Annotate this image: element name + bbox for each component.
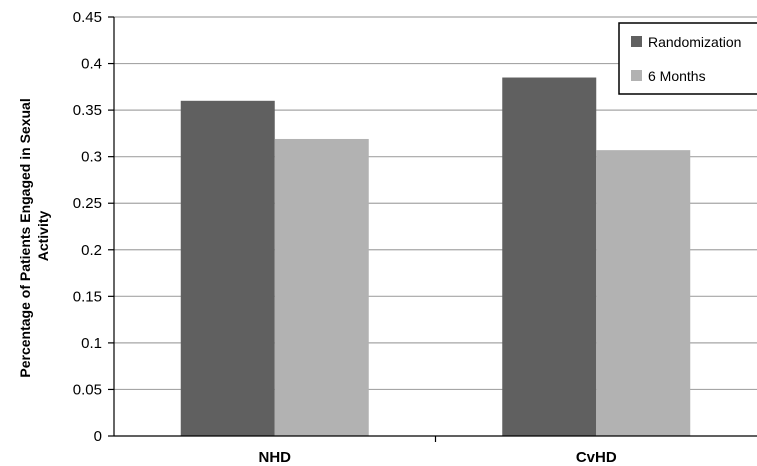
legend: Randomization 6 Months [618, 22, 757, 95]
legend-swatch [631, 36, 642, 47]
y-axis-title-line-1: Percentage of Patients Engaged in Sexual [17, 98, 33, 377]
legend-label: Randomization [648, 34, 741, 50]
x-category-label: NHD [259, 449, 292, 466]
x-category-label: CvHD [576, 449, 617, 466]
y-tick-label: 0.15 [73, 288, 102, 305]
y-tick-label: 0.2 [81, 242, 102, 259]
x-category-labels: NHD CvHD [259, 436, 617, 466]
bar-cvhd-6-months [596, 150, 691, 436]
bar-cvhd-randomization [502, 77, 597, 437]
y-axis-title-line-2: Activity [35, 211, 51, 262]
y-tick-label: 0 [94, 428, 102, 445]
bar-nhd-6-months [274, 138, 369, 436]
y-axis-title: Percentage of Patients Engaged in Sexual… [17, 94, 51, 377]
bar-nhd-randomization [180, 100, 275, 437]
bars [180, 77, 691, 437]
y-tick-labels: 0 0.05 0.1 0.15 0.2 0.25 0.3 0.35 0.4 0.45 [73, 9, 114, 445]
y-tick-label: 0.45 [73, 9, 102, 26]
y-tick-label: 0.25 [73, 195, 102, 212]
legend-swatch [631, 70, 642, 81]
y-tick-label: 0.1 [81, 335, 102, 352]
y-tick-label: 0.4 [81, 56, 102, 73]
legend-label: 6 Months [648, 68, 706, 84]
legend-box [618, 22, 757, 95]
y-tick-label: 0.35 [73, 102, 102, 119]
y-tick-label: 0.3 [81, 149, 102, 166]
y-tick-label: 0.05 [73, 381, 102, 398]
